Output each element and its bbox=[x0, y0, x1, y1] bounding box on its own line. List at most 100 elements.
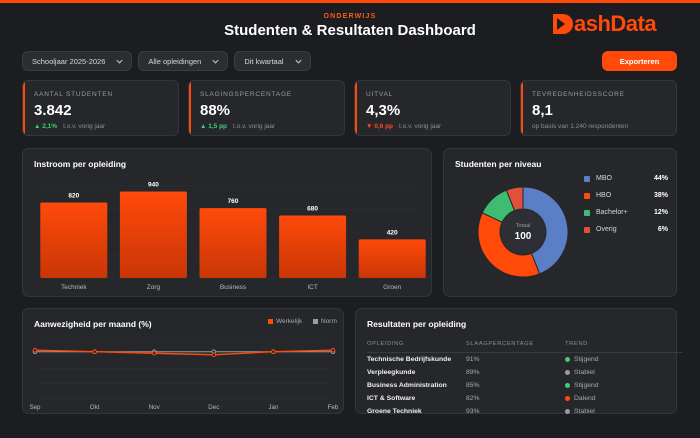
x-tick-label: Okt bbox=[90, 404, 100, 411]
legend-label: Werkelijk bbox=[276, 318, 303, 325]
table-row: ICT & Software 82% Dalend bbox=[367, 392, 682, 405]
series-line bbox=[34, 349, 334, 356]
cell-trend: Stijgend bbox=[565, 379, 682, 392]
trend-label: Stijgend bbox=[574, 356, 599, 363]
legend-value: 6% bbox=[657, 226, 668, 233]
cell-pass-rate: 82% bbox=[466, 395, 480, 402]
table-row: Verpleegkunde 89% Stabiel bbox=[367, 366, 682, 379]
table-row: Groene Techniek 93% Stabiel bbox=[367, 405, 682, 418]
cell-trend: Stabiel bbox=[565, 405, 682, 418]
legend-swatch bbox=[584, 175, 590, 182]
legend-item: Overig 6% bbox=[584, 221, 668, 238]
legend-swatch bbox=[313, 319, 318, 324]
bar-value-label: 760 bbox=[228, 198, 239, 205]
instroom-bar-chart: 820 Techniek 940 Zorg 760 Business 680 ICT 420 Gr… bbox=[34, 182, 426, 291]
legend-item: MBO 44% bbox=[584, 170, 668, 187]
x-tick-label: Sep bbox=[29, 404, 41, 411]
cell-pass-rate: 89% bbox=[466, 369, 480, 376]
cell-program: Verpleegkunde bbox=[367, 369, 416, 376]
legend-label: HBO bbox=[596, 192, 612, 199]
x-tick-label: Zorg bbox=[147, 284, 161, 291]
donut-hole bbox=[500, 209, 546, 255]
legend-swatch bbox=[268, 319, 273, 324]
bar-value-label: 940 bbox=[148, 182, 159, 189]
quarter-filter-value: Dit kwartaal bbox=[244, 56, 284, 66]
cell-program: ICT & Software bbox=[367, 395, 416, 402]
legend-item-norm: Norm bbox=[313, 318, 337, 325]
niveau-chart-panel: Studenten per niveau Totaal 100 MBO 44% HB… bbox=[443, 148, 677, 297]
x-tick-label: Techniek bbox=[61, 284, 87, 291]
page-eyebrow: ONDERWIJS bbox=[323, 13, 377, 20]
niveau-donut-chart: Totaal 100 bbox=[477, 186, 569, 278]
program-filter-dropdown[interactable]: Alle opleidingen bbox=[138, 51, 229, 71]
brand-logo: ashData bbox=[551, 10, 657, 38]
kpi-card-dropout: UITVAL 4,3% ▼ 0,6 pp t.o.v. vorig jaar bbox=[354, 80, 511, 136]
x-tick-label: Jan bbox=[268, 404, 279, 411]
panel-title: Aanwezigheid per maand (%) bbox=[34, 319, 152, 329]
results-table: OPLEIDING SLAAGPERCENTAGE TREND Technisc… bbox=[367, 338, 682, 418]
x-tick-label: ICT bbox=[307, 284, 318, 291]
cell-program: Technische Bedrijfskunde bbox=[367, 356, 452, 363]
trend-label: Stabiel bbox=[574, 408, 595, 415]
kpi-accent bbox=[23, 81, 25, 135]
donut-slice bbox=[522, 186, 569, 275]
program-filter-value: Alle opleidingen bbox=[148, 56, 202, 66]
column-header: SLAAGPERCENTAGE bbox=[466, 338, 565, 353]
cell-pass-rate: 93% bbox=[466, 408, 480, 415]
column-header: OPLEIDING bbox=[367, 338, 466, 353]
table-row: Business Administration 85% Stijgend bbox=[367, 379, 682, 392]
cell-pass-rate: 85% bbox=[466, 382, 480, 389]
kpi-delta: ▼ 0,6 pp bbox=[366, 123, 394, 130]
legend-label: MBO bbox=[596, 175, 612, 182]
x-tick-label: Groen bbox=[383, 284, 401, 291]
legend-swatch bbox=[584, 226, 590, 233]
export-button[interactable]: Exporteren bbox=[602, 51, 677, 71]
legend-item: HBO 38% bbox=[584, 187, 668, 204]
legend-label: Overig bbox=[596, 226, 617, 233]
trend-label: Stabiel bbox=[574, 369, 595, 376]
bar bbox=[279, 215, 347, 278]
trend-dot-icon bbox=[565, 383, 570, 388]
aanwezigheid-chart-panel: Aanwezigheid per maand (%) Werkelijk Nor… bbox=[22, 308, 344, 414]
bar-value-label: 420 bbox=[387, 229, 398, 236]
kpi-value: 3.842 bbox=[34, 102, 72, 119]
kpi-card-students: AANTAL STUDENTEN 3.842 ▲ 2,1% t.o.v. vori… bbox=[22, 80, 179, 136]
kpi-sub: ▲ 2,1% t.o.v. vorig jaar bbox=[34, 123, 105, 130]
chevron-down-icon bbox=[116, 59, 123, 64]
cell-pass-rate: 91% bbox=[466, 356, 480, 363]
kpi-value: 88% bbox=[200, 102, 231, 119]
data-point bbox=[32, 347, 38, 353]
kpi-delta: ▲ 2,1% bbox=[34, 123, 58, 130]
bar-value-label: 820 bbox=[68, 193, 79, 200]
kpi-label: SLAGINGSPERCENTAGE bbox=[200, 91, 292, 98]
kpi-value: 4,3% bbox=[366, 102, 401, 119]
kpi-label: TEVREDENHEIDSSCORE bbox=[532, 91, 625, 98]
year-filter-value: Schooljaar 2025-2026 bbox=[32, 56, 106, 66]
kpi-label: UITVAL bbox=[366, 91, 394, 98]
column-header: TREND bbox=[565, 338, 682, 353]
data-point bbox=[330, 347, 336, 353]
donut-slice bbox=[477, 212, 541, 278]
kpi-accent bbox=[355, 81, 357, 135]
cell-trend: Dalend bbox=[565, 392, 682, 405]
cell-trend: Stabiel bbox=[565, 366, 682, 379]
year-filter-dropdown[interactable]: Schooljaar 2025-2026 bbox=[22, 51, 133, 71]
chevron-down-icon bbox=[212, 59, 219, 64]
top-accent-bar bbox=[0, 0, 700, 3]
data-point bbox=[211, 352, 217, 358]
bar bbox=[40, 202, 108, 278]
legend-label: Bachelor+ bbox=[596, 209, 628, 216]
x-tick-label: Dec bbox=[208, 404, 219, 411]
kpi-card-satisfaction: TEVREDENHEIDSSCORE 8,1 op basis van 1.24… bbox=[520, 80, 677, 136]
kpi-value: 8,1 bbox=[532, 102, 553, 119]
legend-label: Norm bbox=[321, 318, 337, 325]
cell-trend: Stijgend bbox=[565, 353, 682, 367]
x-tick-label: Nov bbox=[149, 404, 161, 411]
bar bbox=[119, 191, 187, 278]
trend-label: Stijgend bbox=[574, 382, 599, 389]
trend-dot-icon bbox=[565, 370, 570, 375]
data-point bbox=[151, 350, 157, 356]
cell-program: Business Administration bbox=[367, 382, 447, 389]
panel-title: Instroom per opleiding bbox=[34, 159, 127, 169]
quarter-filter-dropdown[interactable]: Dit kwartaal bbox=[234, 51, 311, 71]
